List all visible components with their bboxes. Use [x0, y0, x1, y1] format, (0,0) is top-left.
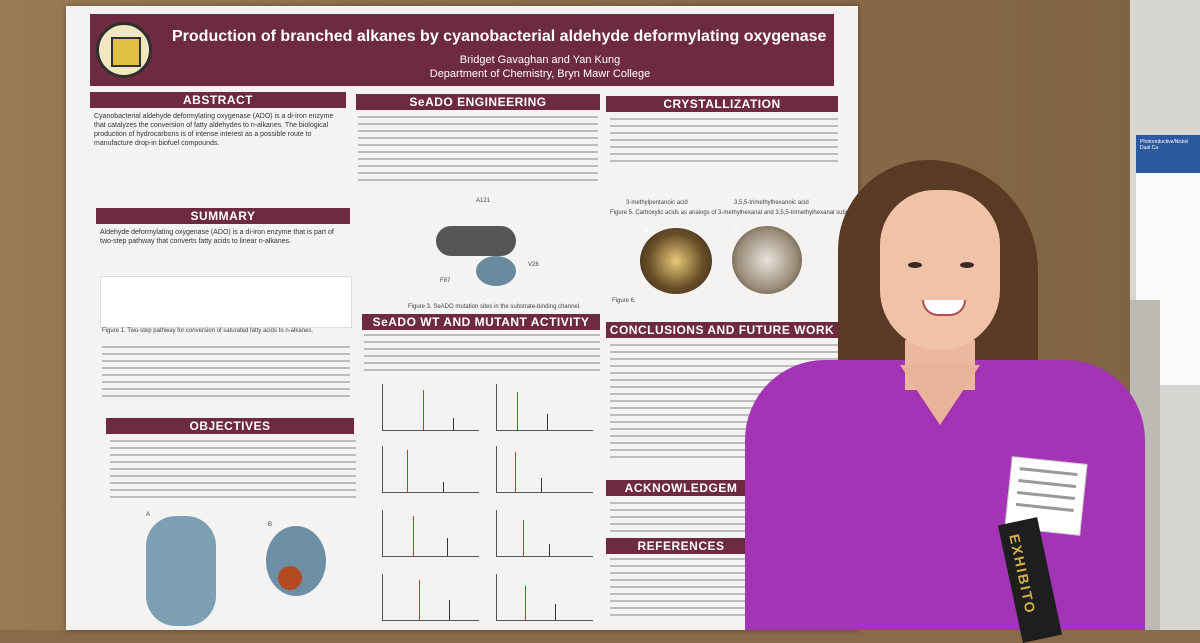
- engineering-paragraph: [358, 116, 598, 196]
- poster-title: Production of branched alkanes by cyanob…: [172, 28, 827, 45]
- crystal-photo-a: [640, 228, 712, 294]
- panel-label-b: B: [268, 522, 273, 528]
- summary-paragraph: [102, 346, 350, 416]
- poster-authors: Bridget Gavaghan and Yan Kung: [459, 54, 621, 66]
- gc-trace-3: [382, 446, 479, 493]
- conclusions-paragraph: [610, 344, 838, 470]
- figure3-caption: Figure 3. SeADO mutation sites in the su…: [408, 304, 581, 310]
- section-conclusions: CONCLUSIONS AND FUTURE WORK: [606, 322, 838, 338]
- acid-label-2: 3,5,5-trimethylhexanoic acid: [734, 200, 809, 206]
- mutation-label-f87: F87: [440, 278, 451, 284]
- gc-trace-1: [382, 384, 479, 431]
- panel-label-a: A: [146, 512, 151, 518]
- pathway-figure: [100, 276, 352, 328]
- section-summary: SUMMARY: [96, 208, 350, 224]
- protein-structure-a: [146, 516, 216, 626]
- figure5-caption: Figure 5. Carboxylic acids as analogs of…: [610, 210, 866, 216]
- gc-trace-4: [496, 446, 593, 493]
- section-wt-mutant-activity: SeADO WT AND MUTANT ACTIVITY: [362, 314, 600, 330]
- objectives-paragraph: [110, 440, 356, 510]
- mutation-label-a121: A121: [476, 198, 491, 204]
- iron-site: [278, 566, 302, 590]
- right-eye: [960, 262, 974, 268]
- poster-header: Production of branched alkanes by cyanob…: [90, 14, 834, 86]
- activity-paragraph: [364, 334, 600, 376]
- poster-department: Department of Chemistry, Bryn Mawr Colle…: [429, 68, 651, 80]
- crystal-panel-b: B: [734, 228, 739, 234]
- left-eye: [908, 262, 922, 268]
- section-objectives: OBJECTIVES: [106, 418, 354, 434]
- figure1-caption: Figure 1. Two-step pathway for conversio…: [102, 328, 313, 334]
- acid-label-1: 3-methylpentanoic acid: [626, 200, 688, 206]
- research-poster: Production of branched alkanes by cyanob…: [66, 6, 865, 630]
- mutation-sites-figure: A121 V28 F87: [406, 196, 556, 296]
- gc-trace-5: [382, 510, 479, 557]
- mutation-label-v28: V28: [528, 262, 539, 268]
- abstract-text: Cyanobacterial aldehyde deformylating ox…: [94, 113, 334, 147]
- crystallization-paragraph: [610, 118, 838, 174]
- gc-trace-7: [382, 574, 479, 621]
- section-seado-engineering: SeADO ENGINEERING: [356, 94, 600, 110]
- crystal-photo-b: [732, 226, 802, 294]
- section-abstract: ABSTRACT: [90, 92, 346, 108]
- person-face: [880, 190, 1000, 350]
- section-acknowledgements: ACKNOWLEDGEM: [606, 480, 756, 496]
- references-list: [610, 558, 760, 630]
- gc-trace-6: [496, 510, 593, 557]
- summary-text: Aldehyde deformylating oxygenase (ADO) i…: [100, 229, 334, 245]
- section-crystallization: CRYSTALLIZATION: [606, 96, 838, 112]
- crystal-panel-a: A: [644, 228, 649, 234]
- gc-trace-8: [496, 574, 593, 621]
- figure6-caption: Figure 6.: [612, 298, 636, 304]
- acknowledgements-paragraph: [610, 502, 760, 536]
- section-references: REFERENCES: [606, 538, 756, 554]
- adjacent-poster-header: Photoreductive/Nickel Dual Ca: [1136, 135, 1200, 173]
- college-seal-logo: [96, 22, 152, 78]
- gc-trace-2: [496, 384, 593, 431]
